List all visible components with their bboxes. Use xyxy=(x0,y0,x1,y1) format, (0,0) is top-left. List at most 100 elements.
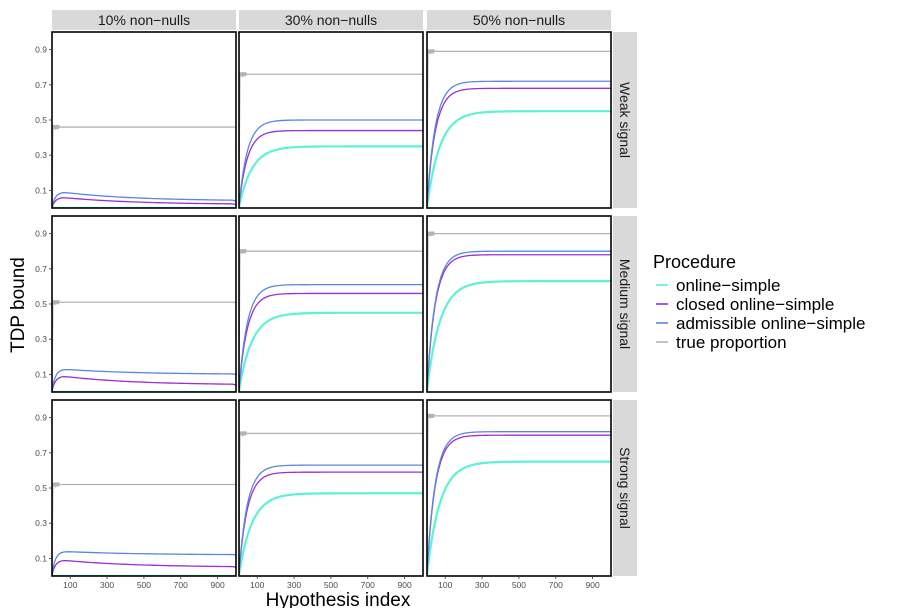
panel-r3-c2 xyxy=(238,399,424,577)
y-tick-label: 0.1 xyxy=(35,553,47,563)
legend-label-true-proportion: true proportion xyxy=(676,333,787,352)
y-tick-label: 0.7 xyxy=(35,264,47,274)
row-strips: Weak signal Medium signal Strong signal xyxy=(613,32,637,576)
line-true-proportion xyxy=(239,71,423,186)
line-admissible-online-simple xyxy=(239,119,423,207)
panel-lines xyxy=(52,299,236,392)
panel-background xyxy=(427,216,611,392)
x-axis-title: Hypothesis index xyxy=(266,590,411,608)
line-true-proportion xyxy=(52,299,236,378)
panel-lines xyxy=(239,71,423,208)
panel-background xyxy=(427,400,611,576)
line-closed-online-simple xyxy=(239,129,423,207)
panel-lines xyxy=(52,124,236,208)
y-tick-label: 0.9 xyxy=(35,229,47,239)
panel-border xyxy=(238,215,424,393)
panel-background xyxy=(427,32,611,208)
line-closed-online-simple xyxy=(52,197,236,208)
legend-label-online-simple: online−simple xyxy=(676,276,780,295)
panel-r1-c3 xyxy=(426,31,612,209)
y-tick-label: 0.5 xyxy=(35,115,47,125)
x-tick-label: 100 xyxy=(63,580,77,590)
y-tick-label: 0.1 xyxy=(35,369,47,379)
x-tick-label: 300 xyxy=(100,580,114,590)
panel-lines xyxy=(427,49,611,207)
y-axis-title: TDP bound xyxy=(8,257,29,353)
x-tick-label: 300 xyxy=(287,580,301,590)
panels xyxy=(51,31,612,577)
y-tick-label: 0.1 xyxy=(35,185,47,195)
legend-title: Procedure xyxy=(653,252,736,272)
panel-lines xyxy=(239,431,423,576)
strip-col-2-label: 30% non−nulls xyxy=(285,12,377,28)
y-tick-label: 0.5 xyxy=(35,483,47,493)
line-true-proportion xyxy=(239,248,423,369)
line-admissible-online-simple xyxy=(52,192,236,208)
strip-row-1-label: Weak signal xyxy=(617,82,633,158)
line-admissible-online-simple xyxy=(239,464,423,574)
y-tick-label: 0.3 xyxy=(35,518,47,528)
line-true-proportion xyxy=(427,413,611,550)
y-tick-label: 0.7 xyxy=(35,80,47,90)
line-online-simple xyxy=(239,145,423,208)
line-online-simple xyxy=(239,492,423,576)
panel-lines xyxy=(239,248,423,392)
line-closed-online-simple xyxy=(52,560,236,576)
strip-col-1-label: 10% non−nulls xyxy=(98,12,190,28)
panel-lines xyxy=(52,482,236,576)
x-tick-label: 900 xyxy=(397,580,411,590)
strip-col-3-label: 50% non−nulls xyxy=(473,12,565,28)
x-tick-label: 900 xyxy=(585,580,599,590)
legend-label-closed-online-simple: closed online−simple xyxy=(676,295,834,314)
panel-background xyxy=(239,400,423,576)
x-tick-label: 700 xyxy=(174,580,188,590)
panel-r2-c3 xyxy=(426,215,612,393)
x-axes: 100 300 500 700 900 100 300 500 700 900 100 300 500 7… xyxy=(63,576,600,590)
y-tick-label: 0.9 xyxy=(35,413,47,423)
x-tick-label: 700 xyxy=(361,580,375,590)
line-admissible-online-simple xyxy=(239,283,423,390)
x-tick-label: 700 xyxy=(549,580,563,590)
column-strips: 10% non−nulls 30% non−nulls 50% non−nulls xyxy=(52,10,611,30)
line-closed-online-simple xyxy=(239,292,423,390)
panel-r2-c2 xyxy=(238,215,424,393)
x-tick-label: 500 xyxy=(324,580,338,590)
x-tick-label: 500 xyxy=(512,580,526,590)
panel-r2-c1 xyxy=(51,215,237,393)
x-tick-label: 100 xyxy=(438,580,452,590)
panel-lines xyxy=(427,413,611,575)
x-tick-label: 300 xyxy=(475,580,489,590)
line-admissible-online-simple xyxy=(427,250,611,389)
y-tick-label: 0.9 xyxy=(35,45,47,55)
x-tick-label: 500 xyxy=(137,580,151,590)
strip-row-3-label: Strong signal xyxy=(617,447,633,529)
line-closed-online-simple xyxy=(52,376,236,392)
panel-background xyxy=(239,216,423,392)
line-true-proportion xyxy=(239,431,423,553)
line-true-proportion xyxy=(427,231,611,366)
line-admissible-online-simple xyxy=(427,431,611,573)
line-admissible-online-simple xyxy=(52,368,236,391)
panel-border xyxy=(238,31,424,209)
y-tick-label: 0.5 xyxy=(35,299,47,309)
strip-col-3-bg xyxy=(427,10,611,30)
line-admissible-online-simple xyxy=(52,551,236,575)
strip-row-1-bg xyxy=(613,32,637,208)
panel-r1-c2 xyxy=(238,31,424,209)
panel-border xyxy=(426,215,612,393)
y-tick-label: 0.3 xyxy=(35,150,47,160)
x-tick-label: 900 xyxy=(210,580,224,590)
line-online-simple xyxy=(427,280,611,391)
y-tick-label: 0.7 xyxy=(35,448,47,458)
y-tick-label: 0.3 xyxy=(35,334,47,344)
line-true-proportion xyxy=(427,49,611,182)
legend-label-admissible-online-simple: admissible online−simple xyxy=(676,314,865,333)
panel-r3-c1 xyxy=(51,399,237,577)
panel-r1-c1 xyxy=(51,31,237,209)
line-online-simple xyxy=(427,110,611,207)
strip-col-1-bg xyxy=(52,10,236,30)
panel-lines xyxy=(427,231,611,391)
line-online-simple xyxy=(239,311,423,392)
